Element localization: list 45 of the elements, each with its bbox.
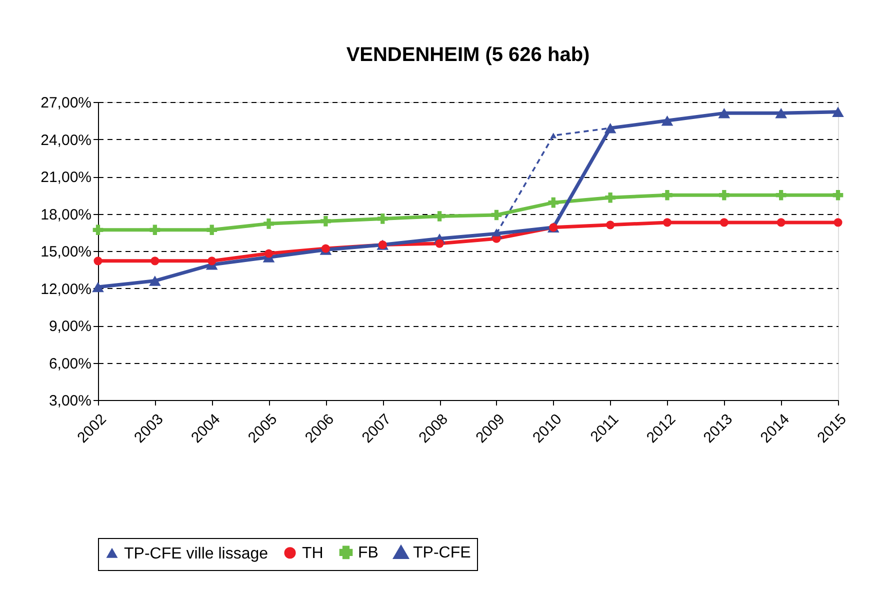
point (264, 218, 274, 229)
point (662, 218, 672, 227)
point (377, 214, 388, 224)
point (206, 224, 218, 236)
point (548, 197, 559, 208)
point (832, 190, 844, 200)
y-tick-label: 18,00% (40, 206, 92, 224)
point (662, 190, 672, 200)
legend-label: TH (302, 544, 324, 562)
point (208, 256, 216, 266)
point (718, 108, 730, 118)
point (150, 256, 160, 266)
point (832, 106, 844, 118)
point (606, 220, 615, 230)
point (435, 239, 444, 248)
point (94, 256, 102, 266)
legend-label: TP-CFE ville lissage (124, 546, 268, 563)
point (150, 224, 160, 236)
y-tick-label: 15,00% (40, 244, 92, 260)
legend-label: FB (358, 544, 378, 562)
point (320, 216, 331, 226)
point (661, 116, 674, 126)
point (92, 282, 104, 292)
y-tick-label: 3,00% (48, 392, 92, 410)
point (605, 192, 616, 203)
point (149, 276, 161, 286)
point (550, 132, 557, 138)
point (834, 218, 842, 227)
y-tick-label: 12,00% (40, 280, 92, 298)
point (718, 190, 730, 200)
point (775, 108, 787, 118)
point (434, 211, 445, 222)
point (92, 224, 104, 236)
chart-title: VENDENHEIM (5 626 hab) (346, 44, 590, 66)
point (776, 218, 786, 227)
point (776, 190, 786, 200)
legend-label: TP-CFE (413, 544, 471, 562)
y-tick-label: 9,00% (48, 318, 92, 335)
point (264, 249, 274, 258)
y-tick-label: 27,00% (40, 94, 92, 112)
point (491, 210, 502, 220)
y-tick-label: 24,00% (40, 132, 92, 149)
y-tick-label: 6,00% (48, 355, 92, 372)
y-tick-label: 21,00% (40, 169, 92, 186)
point (720, 218, 728, 227)
